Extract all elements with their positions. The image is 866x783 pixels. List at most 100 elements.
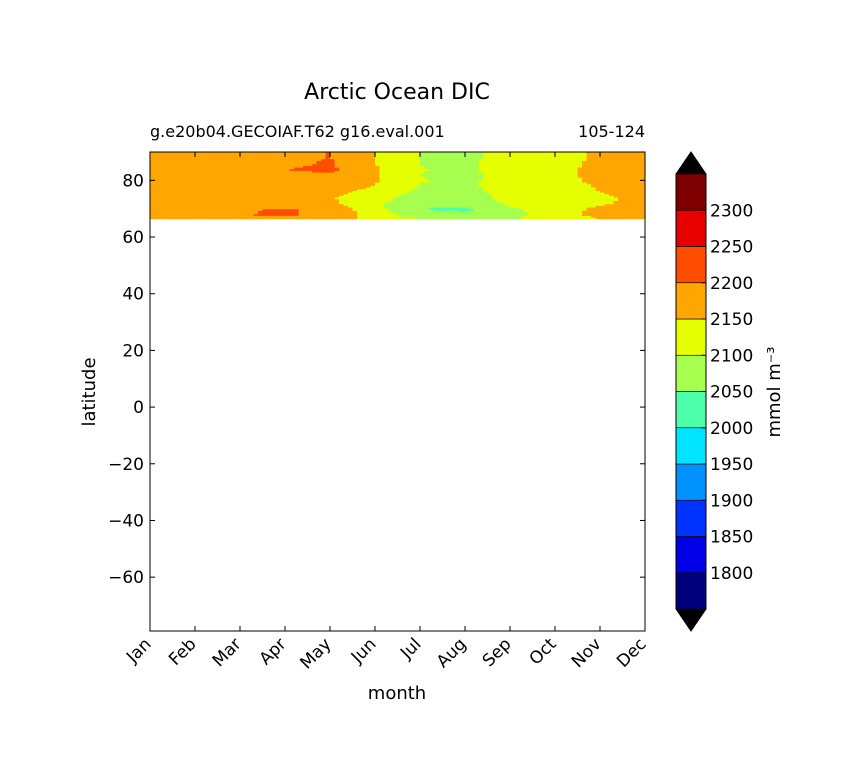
contour-cell <box>172 155 178 158</box>
contour-cell <box>312 153 318 156</box>
contour-cell <box>609 201 615 205</box>
contour-cell <box>483 161 489 165</box>
contour-cell <box>483 181 489 185</box>
contour-cell <box>420 198 426 201</box>
contour-cell <box>307 170 313 173</box>
contour-cell <box>537 152 543 155</box>
contour-cell <box>163 175 169 178</box>
contour-cell <box>321 183 327 186</box>
contour-cell <box>523 216 529 220</box>
contour-cell <box>190 185 196 188</box>
contour-cell <box>546 210 552 213</box>
contour-cell <box>604 168 610 171</box>
contour-cell <box>294 215 300 218</box>
contour-cell <box>276 156 282 160</box>
contour-cell <box>150 181 156 185</box>
contour-cell <box>253 196 259 200</box>
contour-cell <box>199 193 205 196</box>
contour-cell <box>555 186 561 190</box>
contour-cell <box>411 210 417 213</box>
contour-cell <box>150 216 156 220</box>
contour-cell <box>415 173 421 176</box>
contour-cell <box>537 166 543 170</box>
contour-cell <box>438 175 444 178</box>
contour-cell <box>388 201 394 205</box>
contour-cell <box>483 216 489 220</box>
contour-cell <box>523 195 529 198</box>
contour-cell <box>433 186 439 190</box>
contour-cell <box>321 191 327 195</box>
contour-cell <box>168 166 174 170</box>
contour-cell <box>375 168 381 171</box>
contour-cell <box>613 195 619 198</box>
contour-cell <box>487 200 493 203</box>
contour-cell <box>555 205 561 208</box>
contour-cell <box>447 208 453 211</box>
contour-cell <box>415 180 421 183</box>
contour-cell <box>415 152 421 155</box>
contour-cell <box>505 158 511 161</box>
contour-cell <box>537 158 543 161</box>
contour-cell <box>177 180 183 183</box>
contour-cell <box>357 161 363 165</box>
contour-cell <box>631 211 637 215</box>
contour-cell <box>546 216 552 220</box>
contour-cell <box>222 155 228 158</box>
contour-cell <box>496 198 502 201</box>
colorbar-tick-label: 2250 <box>710 238 753 258</box>
contour-cell <box>150 176 156 180</box>
contour-cell <box>550 198 556 201</box>
contour-cell <box>208 206 214 210</box>
contour-cell <box>379 161 385 165</box>
contour-cell <box>244 168 250 171</box>
contour-cell <box>253 173 259 176</box>
contour-cell <box>343 160 349 163</box>
contour-cell <box>523 196 529 200</box>
contour-cell <box>177 166 183 170</box>
contour-cell <box>505 208 511 211</box>
contour-cell <box>505 173 511 176</box>
contour-cell <box>501 180 507 183</box>
contour-cell <box>312 152 318 155</box>
contour-cell <box>343 198 349 201</box>
contour-cell <box>222 183 228 186</box>
contour-cell <box>555 176 561 180</box>
contour-cell <box>379 205 385 208</box>
contour-cell <box>631 175 637 178</box>
contour-cell <box>591 171 597 175</box>
contour-cell <box>600 196 606 200</box>
contour-cell <box>613 206 619 210</box>
contour-cell <box>267 216 273 220</box>
contour-cell <box>204 205 210 208</box>
contour-cell <box>595 208 601 211</box>
contour-cell <box>357 200 363 203</box>
contour-cell <box>564 188 570 191</box>
contour-cell <box>496 191 502 195</box>
contour-cell <box>307 203 313 206</box>
contour-cell <box>352 211 358 215</box>
contour-cell <box>357 208 363 211</box>
contour-cell <box>456 185 462 188</box>
contour-cell <box>550 191 556 195</box>
contour-cell <box>559 165 565 168</box>
contour-cell <box>334 153 340 156</box>
contour-cell <box>258 201 264 205</box>
contour-cell <box>505 178 511 181</box>
contour-cell <box>177 188 183 191</box>
contour-cell <box>600 188 606 191</box>
contour-cell <box>577 158 583 161</box>
contour-cell <box>514 206 520 210</box>
contour-cell <box>343 196 349 200</box>
contour-cell <box>285 156 291 160</box>
contour-cell <box>514 203 520 206</box>
contour-cell <box>406 171 412 175</box>
contour-cell <box>447 180 453 183</box>
contour-cell <box>568 181 574 185</box>
contour-cell <box>415 186 421 190</box>
contour-cell <box>465 186 471 190</box>
contour-cell <box>343 206 349 210</box>
contour-cell <box>150 188 156 191</box>
contour-cell <box>285 186 291 190</box>
contour-cell <box>546 195 552 198</box>
contour-cell <box>456 158 462 161</box>
